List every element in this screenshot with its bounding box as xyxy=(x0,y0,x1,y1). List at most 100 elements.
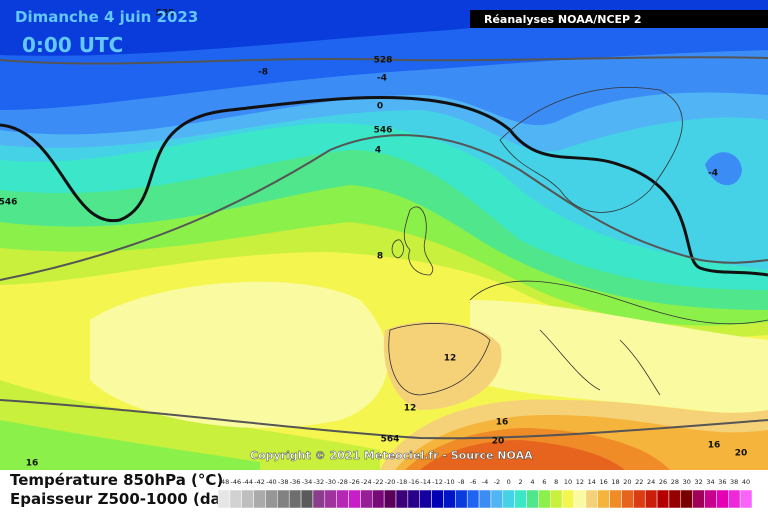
scale-label: 24 xyxy=(647,478,655,486)
scale-swatch xyxy=(336,489,349,509)
scale-label: -30 xyxy=(325,478,336,486)
scale-label: 8 xyxy=(554,478,558,486)
scale-swatch xyxy=(668,489,682,509)
scale-label: -8 xyxy=(458,478,464,486)
scale-label: 10 xyxy=(564,478,572,486)
scale-label: 4 xyxy=(530,478,534,486)
scale-swatch xyxy=(573,489,587,509)
source: Réanalyses NOAA/NCEP 2 xyxy=(484,13,642,26)
scale-swatch xyxy=(348,489,361,509)
scale-swatch xyxy=(324,489,337,509)
scale-swatch xyxy=(443,489,456,509)
scale-swatch xyxy=(383,489,397,509)
contours xyxy=(0,56,768,440)
scale-label: -40 xyxy=(266,478,277,486)
scale-swatch xyxy=(739,489,753,509)
contour-label: 0 xyxy=(377,102,383,112)
scale-label: 2 xyxy=(519,478,523,486)
scale-label: 30 xyxy=(683,478,691,486)
scale-swatch xyxy=(633,489,646,509)
coastlines xyxy=(388,87,768,396)
contour-label: 16 xyxy=(496,418,509,428)
scale-swatch xyxy=(265,489,278,509)
scale-swatch xyxy=(419,489,432,509)
scale-label: -46 xyxy=(230,478,241,486)
contour-label: 16 xyxy=(708,441,721,451)
contour-label: 528 xyxy=(374,56,393,66)
scale-swatch xyxy=(550,489,563,509)
scale-swatch xyxy=(644,489,658,509)
scale-swatch xyxy=(716,489,729,509)
scale-swatch xyxy=(680,489,693,509)
contour-label: 20 xyxy=(492,437,505,447)
scale-label: 14 xyxy=(588,478,596,486)
scale-swatch xyxy=(395,489,409,509)
scale-label: 20 xyxy=(623,478,631,486)
scale-swatch xyxy=(253,489,266,509)
scale-label: -24 xyxy=(361,478,372,486)
contour-label: 8 xyxy=(377,252,383,262)
scale-swatch xyxy=(526,489,539,509)
scale-swatch xyxy=(372,489,385,509)
scale-label: -34 xyxy=(302,478,313,486)
contour-label: 4 xyxy=(375,146,381,156)
map-time: 0:00 UTC xyxy=(22,33,123,57)
contour-label: -4 xyxy=(708,169,718,179)
contour-label: 546 xyxy=(0,198,17,208)
scale-swatch xyxy=(656,489,670,509)
scale-label: -42 xyxy=(254,478,265,486)
color-scale: -48 -46 -44 -42 -40 -38 -36 -34 -32 -30 -28 -26 -24-… xyxy=(217,478,753,509)
scale-label: 28 xyxy=(671,478,679,486)
scale-label: 26 xyxy=(659,478,667,486)
source-box xyxy=(470,10,768,28)
scale-label: -10 xyxy=(444,478,455,486)
scale-swatch xyxy=(609,489,622,509)
scale-label: -48 xyxy=(219,478,230,486)
scale-swatch xyxy=(621,489,634,509)
scale-swatch xyxy=(360,489,373,509)
scale-label: 38 xyxy=(730,478,738,486)
scale-label: -16 xyxy=(408,478,419,486)
scale-label: -36 xyxy=(290,478,301,486)
contour-label: 12 xyxy=(444,354,457,364)
contour-label: 16 xyxy=(26,459,39,469)
scale-swatch xyxy=(288,489,302,509)
temperature-field xyxy=(0,0,768,471)
scale-swatch xyxy=(455,489,468,509)
contour-label: 528 xyxy=(156,9,175,19)
scale-label: -14 xyxy=(420,478,431,486)
scale-label: 18 xyxy=(611,478,619,486)
scale-swatch xyxy=(217,489,231,509)
contour-label: 546 xyxy=(374,126,393,136)
scale-swatch xyxy=(585,489,598,509)
scale-swatch xyxy=(312,489,326,509)
scale-label: -26 xyxy=(349,478,360,486)
legend-subtitle: Epaisseur Z500-1000 (dam) xyxy=(10,490,243,508)
scale-swatch xyxy=(538,489,551,509)
scale-label: 40 xyxy=(742,478,750,486)
scale-label: 32 xyxy=(694,478,702,486)
scale-swatch xyxy=(514,489,527,509)
scale-swatch xyxy=(704,489,717,509)
scale-swatch xyxy=(728,489,741,509)
scale-label: -28 xyxy=(337,478,348,486)
scale-swatch xyxy=(597,489,610,509)
scale-swatch xyxy=(407,489,420,509)
scale-swatch xyxy=(241,489,254,509)
scale-label: -22 xyxy=(373,478,384,486)
scale-label: 12 xyxy=(576,478,584,486)
copyright: Copyright © 2021 Meteociel.fr - Source N… xyxy=(250,449,533,462)
scale-label: -6 xyxy=(470,478,476,486)
scale-label: -2 xyxy=(494,478,500,486)
contour-label: 20 xyxy=(735,449,748,459)
scale-swatch xyxy=(478,489,492,509)
scale-swatch xyxy=(431,489,444,509)
scale-label: -38 xyxy=(278,478,289,486)
map-date: Dimanche 4 juin 2023 xyxy=(15,8,198,26)
scale-label: -18 xyxy=(397,478,408,486)
scale-label: -12 xyxy=(432,478,443,486)
scale-swatch xyxy=(692,489,705,509)
scale-label: -32 xyxy=(314,478,325,486)
